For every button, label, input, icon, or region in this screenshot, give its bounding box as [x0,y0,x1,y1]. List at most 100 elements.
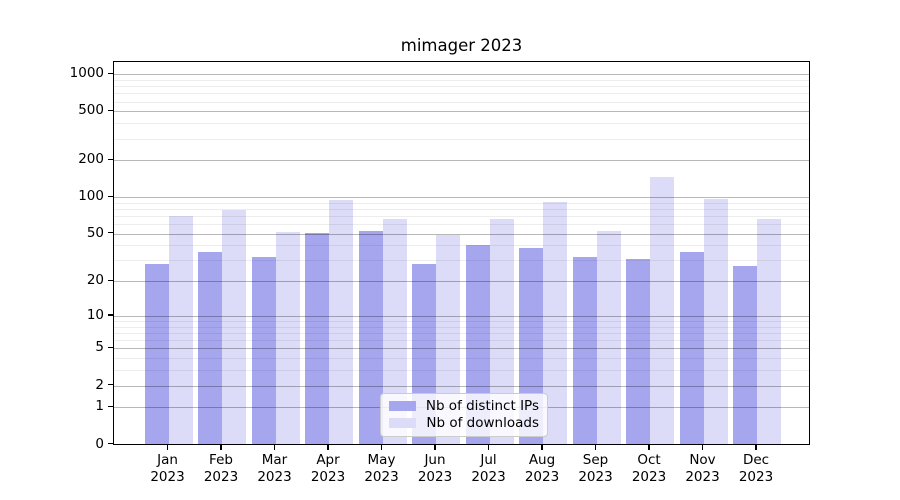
y-tick-mark [107,405,113,407]
bar-distinct-ips [251,257,276,445]
legend-item-downloads: Nb of downloads [389,415,539,431]
y-tick-label: 2 [95,376,104,393]
y-tick-mark [107,442,113,445]
minor-gridline [114,333,809,335]
bar-downloads [650,176,674,445]
chart-title: mimager 2023 [400,36,523,55]
minor-gridline [114,101,809,103]
x-tick-label: Jan 2023 [150,452,185,485]
x-tick-mark [541,445,543,450]
y-tick-label: 0 [95,435,104,452]
y-tick-mark [107,384,113,386]
x-tick-label: Mar 2023 [257,452,292,485]
bar-distinct-ips [358,230,383,445]
minor-gridline [114,79,809,81]
minor-gridline [114,216,809,218]
major-gridline [114,197,809,199]
y-tick-mark [107,109,113,111]
minor-gridline [114,370,809,372]
x-tick-label: Apr 2023 [310,452,346,485]
major-gridline [114,348,809,350]
y-tick-mark [107,158,113,160]
legend-label-downloads: Nb of downloads [426,415,539,431]
minor-gridline [114,245,809,247]
minor-gridline [114,202,809,204]
y-tick-label: 10 [86,306,104,323]
x-tick-label: Nov 2023 [685,452,720,485]
legend: Nb of distinct IPs Nb of downloads [380,393,548,437]
legend-swatch-distinct-ips [389,401,416,411]
bar-downloads [596,230,621,445]
x-tick-label: Jun 2023 [417,452,453,485]
legend-label-distinct-ips: Nb of distinct IPs [425,398,539,414]
x-tick-label: Aug 2023 [524,452,560,485]
y-tick-label: 100 [78,188,104,205]
bar-distinct-ips [733,265,757,445]
bar-distinct-ips [626,258,650,445]
major-gridline [114,160,809,162]
bar-downloads [329,199,353,445]
x-tick-label: Dec 2023 [738,452,774,485]
major-gridline [114,315,809,317]
x-tick-mark [327,445,329,450]
legend-item-distinct-ips: Nb of distinct IPs [389,398,539,414]
bar-distinct-ips [144,264,169,445]
y-tick-label: 1000 [69,65,104,82]
x-tick-mark [166,445,169,450]
y-tick-mark [107,279,113,281]
major-gridline [114,385,809,387]
bar-distinct-ips [305,232,329,445]
x-tick-mark [434,445,436,450]
x-tick-mark [701,445,704,450]
y-tick-mark [107,232,113,234]
x-tick-mark [648,445,650,450]
y-tick-mark [107,195,113,197]
bar-distinct-ips [572,257,597,445]
x-tick-label: Jul 2023 [471,452,506,485]
x-tick-mark [220,445,222,450]
x-tick-mark [273,445,276,450]
x-tick-mark [594,445,597,450]
major-gridline [114,233,809,235]
major-gridline [114,281,809,283]
minor-gridline [114,123,809,125]
major-gridline [114,111,809,113]
bar-distinct-ips [198,252,222,445]
x-tick-label: Oct 2023 [631,452,667,485]
bar-downloads [168,216,193,445]
y-tick-mark [107,346,113,349]
minor-gridline [114,260,809,262]
y-tick-label: 50 [86,224,104,241]
minor-gridline [114,138,809,140]
bar-downloads [703,198,728,445]
plot-area: Nb of distinct IPs Nb of downloads [113,61,810,445]
bar-downloads [275,231,300,445]
y-tick-label: 1 [95,398,104,415]
y-tick-label: 500 [78,102,104,119]
y-tick-mark [107,314,113,316]
y-tick-label: 200 [78,151,104,168]
minor-gridline [114,321,809,323]
y-tick-label: 5 [95,339,104,356]
minor-gridline [114,208,809,210]
x-tick-label: Sep 2023 [578,452,613,485]
minor-gridline [114,358,809,360]
minor-gridline [114,224,809,226]
minor-gridline [114,86,809,88]
bar-downloads [757,219,781,445]
x-tick-mark [487,445,490,450]
y-tick-mark [107,72,113,74]
minor-gridline [114,93,809,95]
bar-downloads [222,210,246,445]
x-tick-label: May 2023 [364,452,399,485]
minor-gridline [114,326,809,328]
x-tick-mark [380,445,383,450]
y-tick-label: 20 [86,272,104,289]
bar-distinct-ips [679,252,704,445]
major-gridline [114,74,809,76]
x-tick-mark [755,445,757,450]
minor-gridline [114,340,809,342]
x-tick-label: Feb 2023 [203,452,239,485]
legend-swatch-downloads [389,418,417,428]
